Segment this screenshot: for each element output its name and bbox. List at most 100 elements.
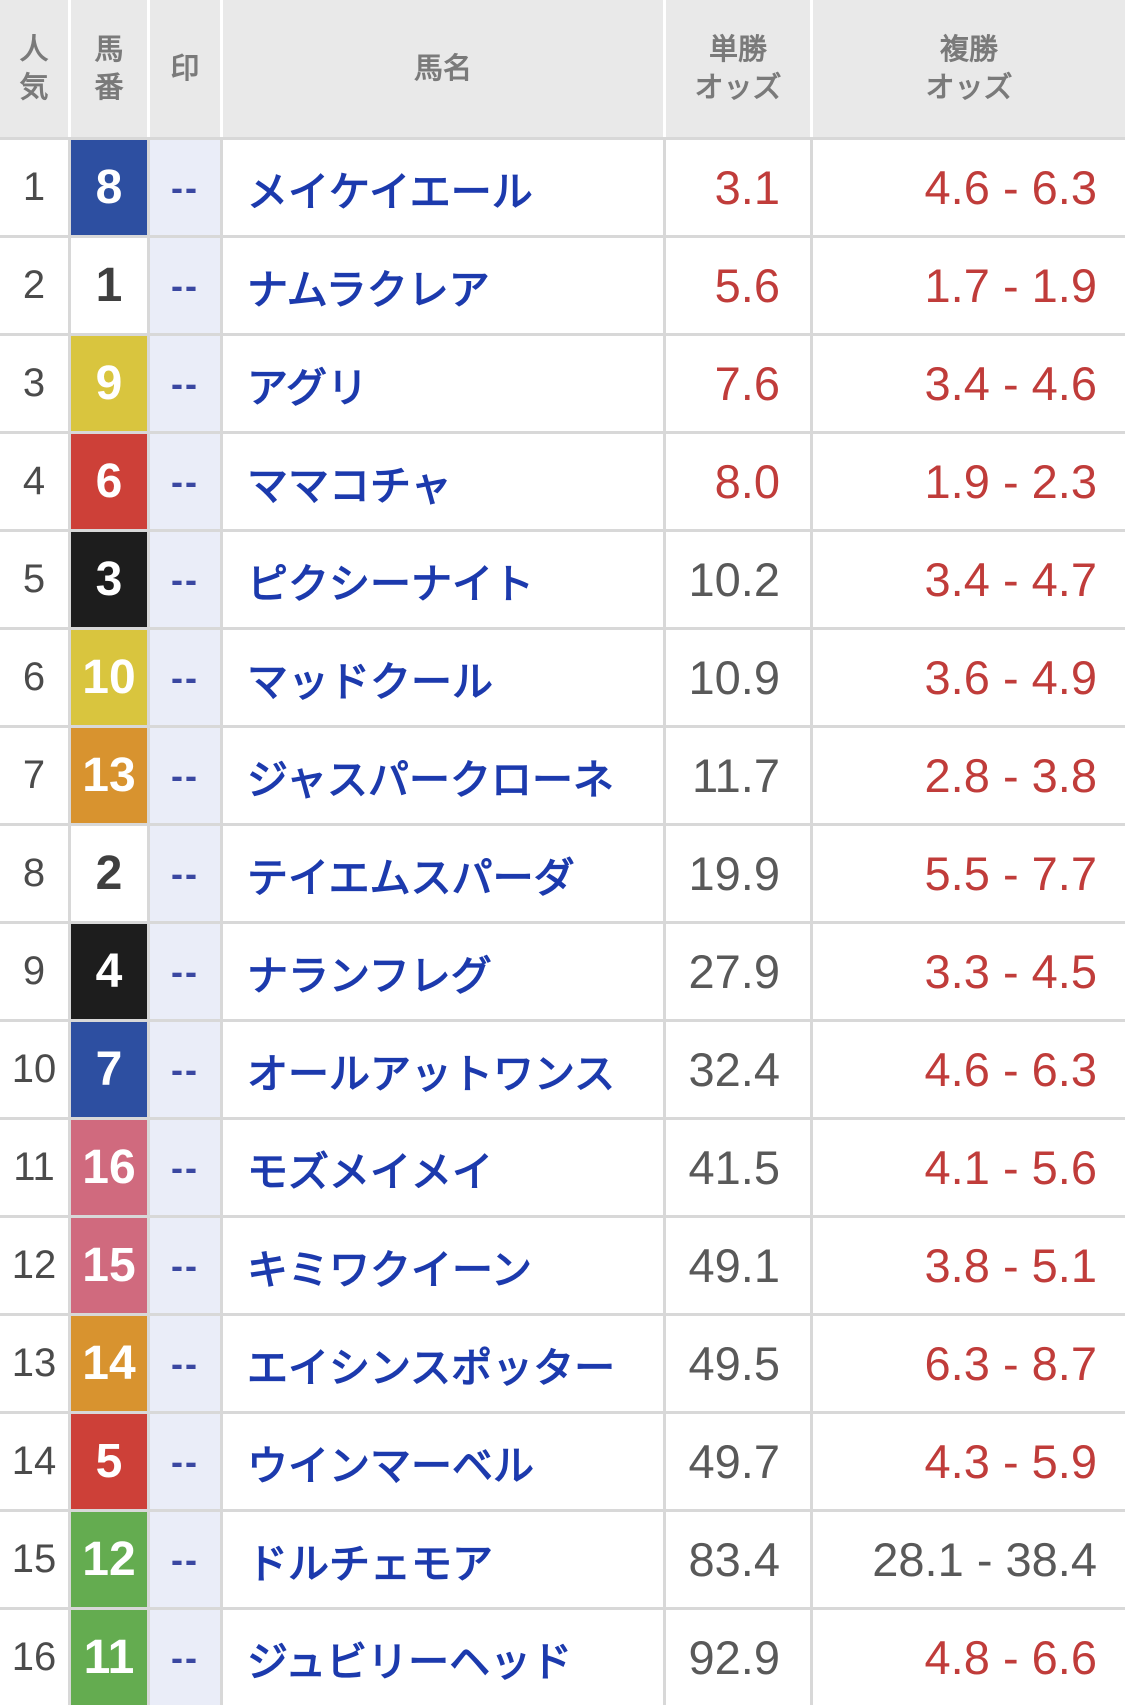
win-odds: 5.6 (666, 238, 810, 333)
place-odds: 4.3 - 5.9 (813, 1414, 1125, 1509)
mark-cell: -- (150, 1120, 220, 1215)
horse-number-badge: 7 (71, 1022, 147, 1117)
win-odds: 27.9 (666, 924, 810, 1019)
horse-name-link[interactable]: アグリ (223, 336, 663, 431)
win-odds: 11.7 (666, 728, 810, 823)
popularity-rank: 16 (0, 1610, 68, 1705)
horse-number-badge: 8 (71, 140, 147, 235)
col-header-mark: 印 (150, 0, 220, 137)
win-odds: 3.1 (666, 140, 810, 235)
mark-cell: -- (150, 532, 220, 627)
win-odds: 8.0 (666, 434, 810, 529)
place-odds: 3.4 - 4.6 (813, 336, 1125, 431)
mark-cell: -- (150, 434, 220, 529)
mark-cell: -- (150, 1414, 220, 1509)
horse-name-link[interactable]: ウインマーベル (223, 1414, 663, 1509)
popularity-rank: 3 (0, 336, 68, 431)
popularity-rank: 13 (0, 1316, 68, 1411)
horse-name-link[interactable]: ドルチェモア (223, 1512, 663, 1607)
horse-name-link[interactable]: マッドクール (223, 630, 663, 725)
win-odds: 41.5 (666, 1120, 810, 1215)
place-odds: 4.6 - 6.3 (813, 140, 1125, 235)
mark-cell: -- (150, 630, 220, 725)
mark-cell: -- (150, 140, 220, 235)
odds-table-body: 1 8 -- メイケイエール 3.1 4.6 - 6.3 2 1 -- ナムラク… (0, 137, 1125, 1705)
horse-name-link[interactable]: モズメイメイ (223, 1120, 663, 1215)
popularity-rank: 5 (0, 532, 68, 627)
win-odds: 49.5 (666, 1316, 810, 1411)
horse-name-link[interactable]: ジュビリーヘッド (223, 1610, 663, 1705)
win-odds: 10.9 (666, 630, 810, 725)
popularity-rank: 1 (0, 140, 68, 235)
horse-number-badge: 10 (71, 630, 147, 725)
horse-number-badge: 5 (71, 1414, 147, 1509)
place-odds: 3.3 - 4.5 (813, 924, 1125, 1019)
place-odds: 4.6 - 6.3 (813, 1022, 1125, 1117)
horse-name-link[interactable]: ジャスパークローネ (223, 728, 663, 823)
col-header-horse-name: 馬名 (223, 0, 663, 137)
mark-cell: -- (150, 336, 220, 431)
win-odds: 19.9 (666, 826, 810, 921)
popularity-rank: 12 (0, 1218, 68, 1313)
mark-cell: -- (150, 1022, 220, 1117)
horse-name-link[interactable]: オールアットワンス (223, 1022, 663, 1117)
popularity-rank: 2 (0, 238, 68, 333)
horse-number-badge: 1 (71, 238, 147, 333)
place-odds: 4.1 - 5.6 (813, 1120, 1125, 1215)
popularity-rank: 8 (0, 826, 68, 921)
win-odds: 49.7 (666, 1414, 810, 1509)
popularity-rank: 4 (0, 434, 68, 529)
place-odds: 1.9 - 2.3 (813, 434, 1125, 529)
horse-number-badge: 9 (71, 336, 147, 431)
horse-name-link[interactable]: ナムラクレア (223, 238, 663, 333)
mark-cell: -- (150, 924, 220, 1019)
horse-number-badge: 4 (71, 924, 147, 1019)
popularity-rank: 7 (0, 728, 68, 823)
horse-name-link[interactable]: テイエムスパーダ (223, 826, 663, 921)
place-odds: 28.1 - 38.4 (813, 1512, 1125, 1607)
win-odds: 10.2 (666, 532, 810, 627)
horse-number-badge: 14 (71, 1316, 147, 1411)
place-odds: 5.5 - 7.7 (813, 826, 1125, 921)
popularity-rank: 9 (0, 924, 68, 1019)
horse-number-badge: 16 (71, 1120, 147, 1215)
popularity-rank: 14 (0, 1414, 68, 1509)
place-odds: 4.8 - 6.6 (813, 1610, 1125, 1705)
horse-number-badge: 15 (71, 1218, 147, 1313)
mark-cell: -- (150, 238, 220, 333)
place-odds: 3.8 - 5.1 (813, 1218, 1125, 1313)
horse-number-badge: 6 (71, 434, 147, 529)
win-odds: 49.1 (666, 1218, 810, 1313)
col-header-popularity: 人 気 (0, 0, 68, 137)
mark-cell: -- (150, 1610, 220, 1705)
place-odds: 3.4 - 4.7 (813, 532, 1125, 627)
place-odds: 1.7 - 1.9 (813, 238, 1125, 333)
col-header-horse-number: 馬 番 (71, 0, 147, 137)
place-odds: 2.8 - 3.8 (813, 728, 1125, 823)
place-odds: 3.6 - 4.9 (813, 630, 1125, 725)
horse-name-link[interactable]: ピクシーナイト (223, 532, 663, 627)
win-odds: 7.6 (666, 336, 810, 431)
mark-cell: -- (150, 728, 220, 823)
horse-number-badge: 2 (71, 826, 147, 921)
horse-number-badge: 3 (71, 532, 147, 627)
mark-cell: -- (150, 826, 220, 921)
horse-name-link[interactable]: ママコチャ (223, 434, 663, 529)
horse-name-link[interactable]: メイケイエール (223, 140, 663, 235)
col-header-win-odds: 単勝 オッズ (666, 0, 810, 137)
mark-cell: -- (150, 1512, 220, 1607)
mark-cell: -- (150, 1316, 220, 1411)
horse-number-badge: 12 (71, 1512, 147, 1607)
col-header-place-odds: 複勝 オッズ (813, 0, 1125, 137)
odds-table-header: 人 気 馬 番 印 馬名 単勝 オッズ 複勝 オッズ (0, 0, 1125, 137)
win-odds: 83.4 (666, 1512, 810, 1607)
horse-name-link[interactable]: キミワクイーン (223, 1218, 663, 1313)
popularity-rank: 15 (0, 1512, 68, 1607)
popularity-rank: 11 (0, 1120, 68, 1215)
horse-name-link[interactable]: ナランフレグ (223, 924, 663, 1019)
popularity-rank: 6 (0, 630, 68, 725)
place-odds: 6.3 - 8.7 (813, 1316, 1125, 1411)
horse-name-link[interactable]: エイシンスポッター (223, 1316, 663, 1411)
win-odds: 92.9 (666, 1610, 810, 1705)
